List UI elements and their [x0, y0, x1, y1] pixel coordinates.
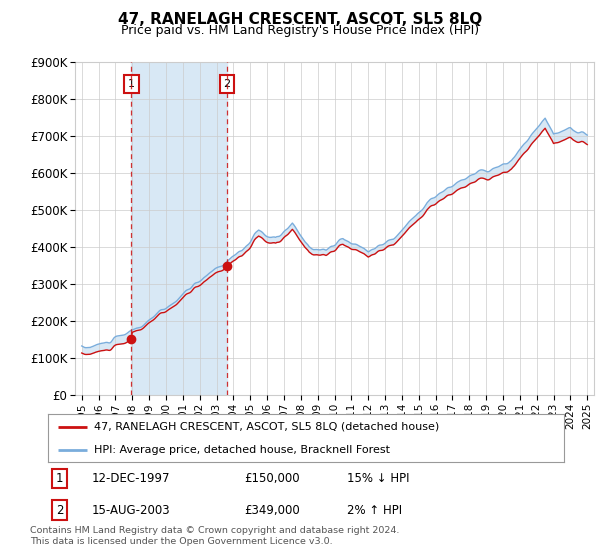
Text: 47, RANELAGH CRESCENT, ASCOT, SL5 8LQ (detached house): 47, RANELAGH CRESCENT, ASCOT, SL5 8LQ (d… — [94, 422, 440, 432]
Text: 12-DEC-1997: 12-DEC-1997 — [92, 472, 170, 485]
Text: 15% ↓ HPI: 15% ↓ HPI — [347, 472, 410, 485]
Text: £150,000: £150,000 — [244, 472, 300, 485]
Text: 15-AUG-2003: 15-AUG-2003 — [92, 503, 170, 516]
Text: £349,000: £349,000 — [244, 503, 300, 516]
Text: 2: 2 — [223, 79, 230, 89]
Text: HPI: Average price, detached house, Bracknell Forest: HPI: Average price, detached house, Brac… — [94, 445, 391, 455]
Text: 1: 1 — [56, 472, 63, 485]
Text: Contains HM Land Registry data © Crown copyright and database right 2024.
This d: Contains HM Land Registry data © Crown c… — [30, 526, 400, 546]
Bar — [131, 62, 227, 395]
Text: Price paid vs. HM Land Registry's House Price Index (HPI): Price paid vs. HM Land Registry's House … — [121, 24, 479, 36]
Text: 2% ↑ HPI: 2% ↑ HPI — [347, 503, 403, 516]
Text: 1: 1 — [128, 79, 135, 89]
Text: 47, RANELAGH CRESCENT, ASCOT, SL5 8LQ: 47, RANELAGH CRESCENT, ASCOT, SL5 8LQ — [118, 12, 482, 27]
Text: 2: 2 — [56, 503, 63, 516]
